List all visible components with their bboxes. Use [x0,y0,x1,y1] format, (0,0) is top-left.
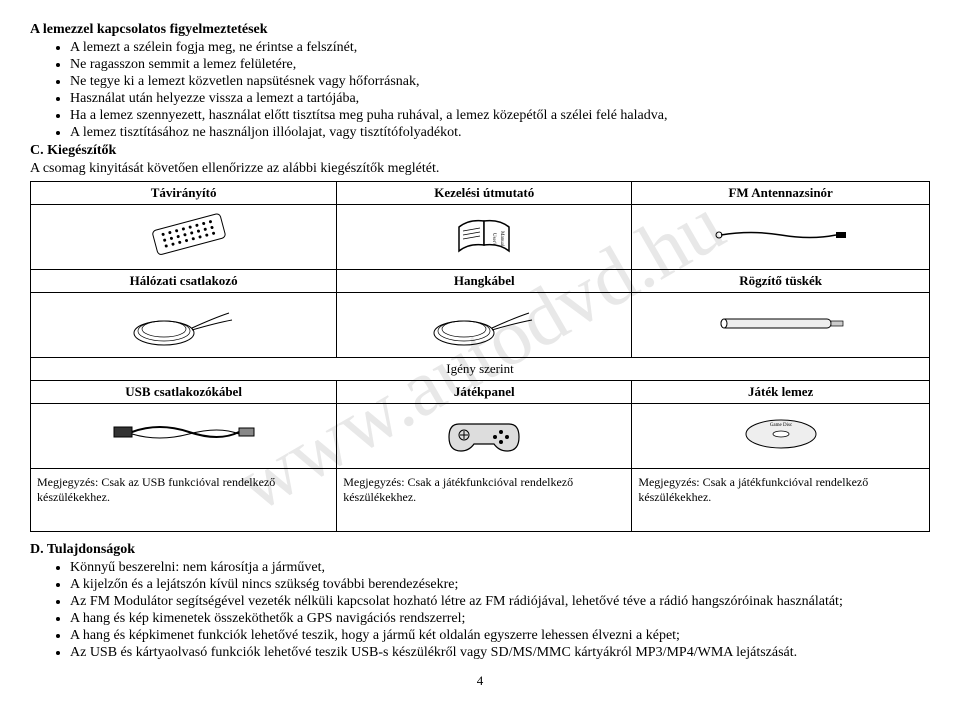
svg-text:User's: User's [491,233,496,245]
pin-cell [632,293,930,358]
svg-text:Game Disc: Game Disc [769,423,792,428]
list-item: Ha a lemez szennyezett, használat előtt … [70,108,930,124]
table-note: Megjegyzés: Csak az USB funkcióval rende… [31,469,337,532]
remote-icon [139,213,229,258]
remote-image-cell [31,205,337,270]
gamepad-icon [439,409,529,459]
table-note: Megjegyzés: Csak a játékfunkcióval rende… [632,469,930,532]
svg-text:Manual: Manual [499,231,504,247]
game-disc-icon: Game Disc [736,412,826,457]
gamepad-cell [337,404,632,469]
manual-image-cell: User's Manual [337,205,632,270]
optional-row: Igény szerint [31,358,930,381]
list-item: Az USB és kártyaolvasó funkciók lehetővé… [70,645,930,661]
page-content: A lemezzel kapcsolatos figyelmeztetések … [30,22,930,689]
section-a-list: A lemezt a szélein fogja meg, ne érintse… [70,40,930,141]
table-header: Rögzítő tüskék [632,270,930,293]
accessories-table: Távirányító Kezelési útmutató FM Antenna… [30,181,930,532]
table-header: Játékpanel [337,381,632,404]
section-d-list: Könnyű beszerelni: nem károsítja a jármű… [70,560,930,661]
section-d-title: D. Tulajdonságok [30,542,930,558]
list-item: A hang és képkimenet funkciók lehetővé t… [70,628,930,644]
table-note: Megjegyzés: Csak a játékfunkcióval rende… [337,469,632,532]
section-c-intro: A csomag kinyitását követően ellenőrizze… [30,161,930,177]
table-header: Hálózati csatlakozó [31,270,337,293]
game-disc-cell: Game Disc [632,404,930,469]
pin-icon [711,311,851,336]
audio-cable-cell [337,293,632,358]
table-header: Játék lemez [632,381,930,404]
list-item: A lemezt a szélein fogja meg, ne érintse… [70,40,930,56]
power-cable-cell [31,293,337,358]
audio-cable-icon [424,298,544,348]
list-item: Ne tegye ki a lemezt közvetlen napsütésn… [70,74,930,90]
list-item: A lemez tisztításához ne használjon illó… [70,125,930,141]
section-c-title: C. Kiegészítők [30,143,930,159]
list-item: A hang és kép kimenetek összeköthetők a … [70,611,930,627]
table-header: Hangkábel [337,270,632,293]
table-header: FM Antennazsinór [632,182,930,205]
list-item: Használat után helyezze vissza a lemezt … [70,91,930,107]
list-item: Az FM Modulátor segítségével vezeték nél… [70,594,930,610]
usb-cable-icon [109,412,259,457]
list-item: A kijelzőn és a lejátszón kívül nincs sz… [70,577,930,593]
antenna-icon [711,220,851,250]
power-cable-icon [124,298,244,348]
list-item: Ne ragasszon semmit a lemez felületére, [70,57,930,73]
list-item: Könnyű beszerelni: nem károsítja a jármű… [70,560,930,576]
table-header: Kezelési útmutató [337,182,632,205]
usb-cable-cell [31,404,337,469]
section-a-title: A lemezzel kapcsolatos figyelmeztetések [30,22,930,38]
manual-icon: User's Manual [449,213,519,258]
table-header: Távirányító [31,182,337,205]
page-number: 4 [30,673,930,689]
table-header: USB csatlakozókábel [31,381,337,404]
antenna-image-cell [632,205,930,270]
